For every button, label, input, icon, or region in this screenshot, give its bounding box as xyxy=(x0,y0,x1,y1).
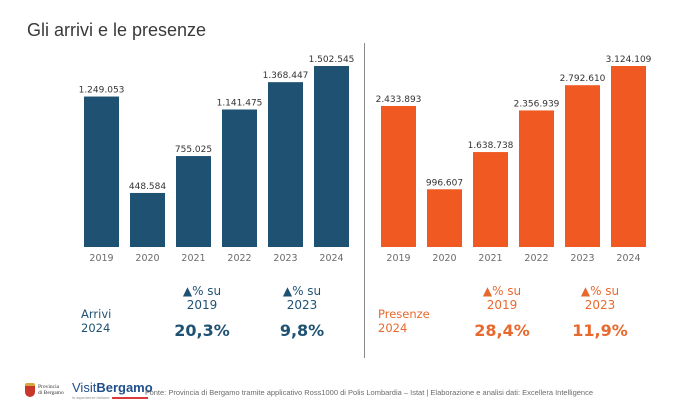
kpi-header-line2: 2019 xyxy=(186,298,218,312)
arrivi-kpi-vs-2019: ▲% su 2019 20,3% xyxy=(170,284,234,340)
kpi-value: 28,4% xyxy=(474,321,530,340)
arrivi-x-tick-2019: 2019 xyxy=(89,253,113,264)
crest-icon xyxy=(25,383,35,397)
arrivi-bar-chart: 1.249.053 2019 448.584 2020 755.025 2021 1.141… xyxy=(79,55,355,264)
arrivi-x-tick-2020: 2020 xyxy=(135,253,159,264)
provincia-bergamo-logo: Provincia di Bergamo xyxy=(25,383,64,397)
kpi-value: 9,8% xyxy=(279,321,325,340)
arrivi-value-label-2022: 1.141.475 xyxy=(217,98,263,108)
arrivi-bar-2023 xyxy=(268,82,303,247)
arrivi-bar-2021 xyxy=(176,156,211,247)
presenze-label-line2: 2024 xyxy=(378,321,408,335)
presenze-bar-2020 xyxy=(427,189,462,247)
arrivi-label-line2: 2024 xyxy=(81,321,111,335)
presenze-kpi-vs-2023: ▲% su 2023 11,9% xyxy=(568,284,632,340)
presenze-label-line1: Presenze xyxy=(378,307,430,321)
kpi-header-line1: ▲% su xyxy=(482,284,522,298)
presenze-value-label-2020: 996.607 xyxy=(426,178,463,188)
presenze-x-tick-2019: 2019 xyxy=(386,253,410,264)
kpi-header-line1: ▲% su xyxy=(580,284,620,298)
kpi-header-line2: 2023 xyxy=(286,298,318,312)
arrivi-bar-2022 xyxy=(222,109,257,247)
visit-logo-underline xyxy=(112,397,149,399)
presenze-value-label-2021: 1.638.738 xyxy=(468,141,514,151)
arrivi-label-line1: Arrivi xyxy=(81,307,112,321)
visit-logo-prefix: Visit xyxy=(72,380,97,395)
presenze-bar-chart: 2.433.893 2019 996.607 2020 1.638.738 2021 2.3… xyxy=(376,55,652,264)
presenze-x-tick-2020: 2020 xyxy=(432,253,456,264)
presenze-value-label-2024: 3.124.109 xyxy=(606,55,652,65)
arrivi-value-label-2019: 1.249.053 xyxy=(79,86,125,96)
kpi-header-line2: 2019 xyxy=(486,298,518,312)
arrivi-kpi-label: Arrivi 2024 xyxy=(81,307,111,335)
provincia-logo-text: Provincia di Bergamo xyxy=(38,384,64,396)
arrivi-bar-2024 xyxy=(314,66,349,247)
arrivi-value-label-2023: 1.368.447 xyxy=(263,71,309,81)
presenze-bar-2021 xyxy=(473,152,508,247)
visit-logo-tagline: le esperienze italiane xyxy=(72,396,110,400)
arrivi-value-label-2021: 755.025 xyxy=(175,145,212,155)
presenze-x-tick-2022: 2022 xyxy=(524,253,548,264)
presenze-x-tick-2024: 2024 xyxy=(616,253,640,264)
presenze-value-label-2022: 2.356.939 xyxy=(514,99,560,109)
kpi-value: 11,9% xyxy=(572,321,628,340)
arrivi-x-tick-2021: 2021 xyxy=(181,253,205,264)
arrivi-x-tick-2024: 2024 xyxy=(319,253,343,264)
kpi-value: 20,3% xyxy=(174,321,230,340)
presenze-x-tick-2021: 2021 xyxy=(478,253,502,264)
presenze-x-tick-2023: 2023 xyxy=(570,253,594,264)
presenze-bar-2019 xyxy=(381,105,416,247)
arrivi-kpi-vs-2023: ▲% su 2023 9,8% xyxy=(270,284,334,340)
visit-bergamo-logo: VisitBergamo le esperienze italiane xyxy=(72,381,153,401)
page-title: Gli arrivi e le presenze xyxy=(27,20,207,40)
presenze-bar-2024 xyxy=(611,66,646,247)
provincia-logo-line1: Provincia xyxy=(38,384,60,390)
arrivi-x-tick-2023: 2023 xyxy=(273,253,297,264)
arrivi-bar-2020 xyxy=(130,192,165,247)
presenze-bar-2023 xyxy=(565,85,600,247)
arrivi-value-label-2024: 1.502.545 xyxy=(309,55,355,65)
source-footnote: Fonte: Provincia di Bergamo tramite appl… xyxy=(145,388,594,397)
presenze-bar-2022 xyxy=(519,110,554,247)
visit-logo-name: Bergamo xyxy=(96,380,153,395)
kpi-header-line1: ▲% su xyxy=(282,284,322,298)
visit-logo-sub: le esperienze italiane xyxy=(72,396,153,400)
presenze-kpi-vs-2019: ▲% su 2019 28,4% xyxy=(470,284,534,340)
kpi-header-line2: 2023 xyxy=(584,298,616,312)
presenze-kpi-label: Presenze 2024 xyxy=(378,307,430,335)
presenze-value-label-2019: 2.433.893 xyxy=(376,95,422,105)
presenze-value-label-2023: 2.792.610 xyxy=(560,74,606,84)
provincia-logo-line2: di Bergamo xyxy=(38,390,64,396)
arrivi-x-tick-2022: 2022 xyxy=(227,253,251,264)
chart-divider xyxy=(364,43,365,358)
arrivi-bar-2019 xyxy=(84,96,119,247)
arrivi-value-label-2020: 448.584 xyxy=(129,182,166,192)
visit-logo-wordmark: VisitBergamo xyxy=(72,381,153,395)
kpi-header-line1: ▲% su xyxy=(182,284,222,298)
